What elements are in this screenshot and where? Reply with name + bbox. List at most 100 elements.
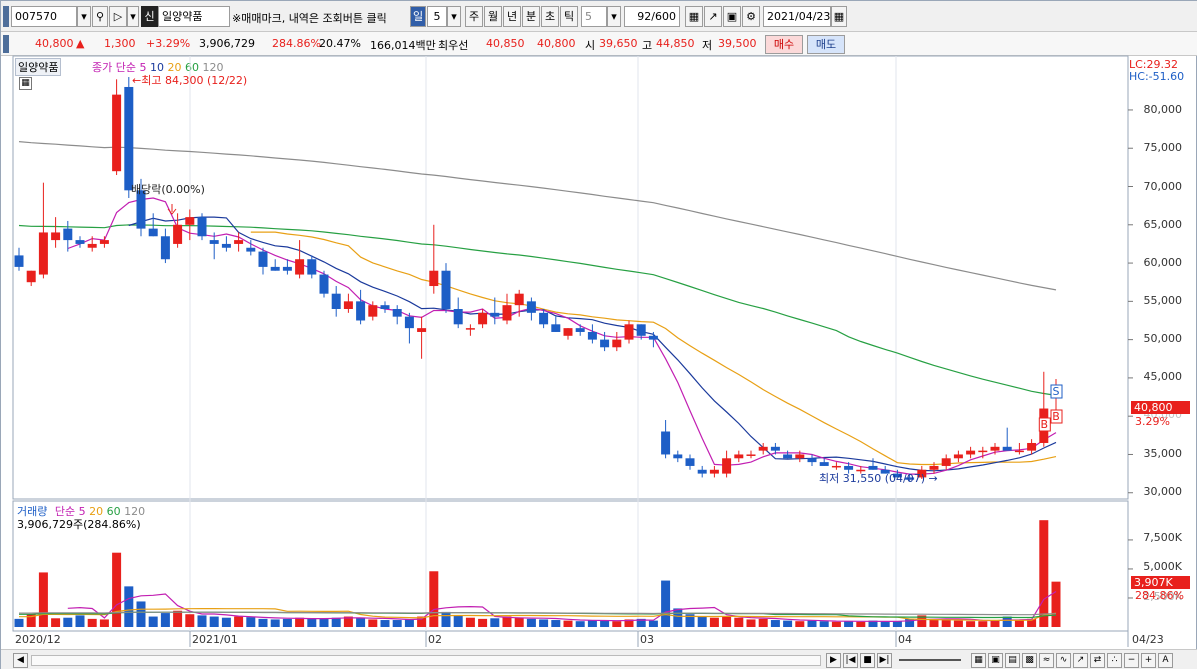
y-tick-label: 45,000: [1143, 370, 1183, 383]
best-quote-label: 최우선: [438, 39, 469, 52]
grid-table-icon[interactable]: ▦: [19, 77, 32, 90]
candle-body: [1014, 450, 1024, 453]
volume-bar: [307, 618, 317, 627]
minute-interval-input[interactable]: 5: [581, 6, 607, 27]
volume-bar: [295, 617, 305, 627]
candle-body: [258, 251, 268, 267]
data-count-field[interactable]: 92/600: [624, 6, 680, 27]
period-month-tab[interactable]: 월: [484, 6, 502, 27]
volume-bar: [722, 616, 732, 627]
period-week-tab[interactable]: 주: [465, 6, 483, 27]
candle-body: [26, 270, 36, 283]
period-day-tab[interactable]: 일: [410, 6, 426, 27]
volume-bar: [661, 580, 671, 627]
volume-pane-frame: [12, 500, 1129, 632]
jump-end-icon[interactable]: ▶|: [877, 653, 892, 668]
candle-body: [356, 301, 366, 321]
buy-signal-label: B: [1041, 418, 1049, 431]
trend-icon[interactable]: ↗: [1073, 653, 1088, 668]
stock-code-input[interactable]: 007570: [11, 6, 77, 27]
candle-body: [490, 312, 500, 317]
font-size-icon[interactable]: A: [1158, 653, 1173, 668]
best-bid: 40,800: [537, 37, 576, 50]
volume-bar: [441, 611, 451, 627]
candle-body: [563, 328, 573, 336]
gear-icon[interactable]: ⚙: [742, 6, 760, 27]
volume-bar: [783, 620, 793, 627]
date-input[interactable]: 2021/04/23: [763, 6, 831, 27]
candle-type-icon[interactable]: ▦: [685, 6, 703, 27]
print-icon[interactable]: ▤: [1005, 653, 1020, 668]
candle-body: [831, 465, 841, 468]
scroll-left-icon[interactable]: ◀: [13, 653, 28, 668]
save-icon[interactable]: ▣: [723, 6, 741, 27]
volume-bar: [246, 617, 256, 627]
search-icon[interactable]: ⚲: [92, 6, 108, 27]
buy-button[interactable]: 매수: [765, 35, 803, 54]
zoom-in-icon[interactable]: +: [1141, 653, 1156, 668]
candle-body: [795, 454, 805, 459]
period-day-count[interactable]: 5: [427, 6, 447, 27]
candle-body: [880, 469, 890, 474]
code-dropdown-button[interactable]: ▾: [77, 6, 91, 27]
volume-bar: [868, 620, 878, 627]
candle-body: [539, 312, 549, 325]
period-second-tab[interactable]: 초: [541, 6, 559, 27]
market-badge: 신: [141, 6, 158, 27]
y-tick-label: 65,000: [1143, 218, 1183, 231]
zoom-fit-icon[interactable]: ▦: [971, 653, 986, 668]
candle-body: [661, 431, 671, 455]
scroll-right-icon[interactable]: ▶: [826, 653, 841, 668]
volume-ma120-line: [19, 611, 1057, 616]
volume-bar: [453, 615, 463, 627]
sell-button[interactable]: 매도: [807, 35, 845, 54]
volume-bar: [844, 621, 854, 627]
scroll-bar[interactable]: ◀ ▶ |◀ ■ ▶| ▦ ▣ ▤ ▩ ≈ ∿ ↗ ⇄ ∴ − + A: [1, 649, 1197, 669]
volume-bar: [380, 620, 390, 627]
speaker-dropdown-button[interactable]: ▾: [127, 6, 139, 27]
indicator-icon[interactable]: ≈: [1039, 653, 1054, 668]
volume-bar: [465, 617, 475, 627]
zoom-out-icon[interactable]: −: [1124, 653, 1139, 668]
line-tool-icon[interactable]: ↗: [704, 6, 722, 27]
overlay-icon[interactable]: ∴: [1107, 653, 1122, 668]
quote-bar: 40,800 ▲ 1,300 +3.29% 3,906,729 284.86% …: [1, 32, 1197, 56]
x-axis-label: 03: [640, 633, 654, 646]
trade-mark-hint: ※매매마크, 내역은 조회버튼 클릭: [232, 12, 387, 25]
pattern-icon[interactable]: ∿: [1056, 653, 1071, 668]
volume-bar: [587, 620, 597, 627]
x-axis-label: 02: [428, 633, 442, 646]
price-y-axis: 80,000 75,000 70,000 65,000 60,000 55,00…: [1128, 56, 1196, 499]
stock-name-field[interactable]: 일양약품: [158, 6, 230, 27]
candle-body: [99, 240, 109, 244]
candle-body: [734, 454, 744, 459]
volume-bar: [770, 620, 780, 627]
volume-bar: [990, 620, 1000, 627]
candle-body: [478, 312, 488, 325]
jump-start-icon[interactable]: |◀: [843, 653, 858, 668]
candle-body: [673, 454, 683, 459]
calendar-icon[interactable]: ▦: [831, 6, 847, 27]
copy-icon[interactable]: ▣: [988, 653, 1003, 668]
ratio-icon[interactable]: ⇄: [1090, 653, 1105, 668]
candle-body: [368, 305, 378, 317]
period-year-tab[interactable]: 년: [503, 6, 521, 27]
quote-panel-handle: [3, 35, 9, 53]
candle-body: [417, 328, 427, 332]
period-minute-tab[interactable]: 분: [522, 6, 540, 27]
compare-icon[interactable]: ▩: [1022, 653, 1037, 668]
zoom-slider[interactable]: [899, 659, 961, 661]
last-volume-ratio-tag: 284.86%: [1135, 589, 1184, 602]
volume-bar: [1039, 520, 1049, 627]
speaker-icon[interactable]: ▷: [109, 6, 127, 27]
candle-body: [136, 190, 146, 229]
panel-handle[interactable]: [3, 6, 9, 27]
period-dropdown-button[interactable]: ▾: [447, 6, 461, 27]
scroll-track[interactable]: [31, 655, 821, 666]
minute-dropdown-button[interactable]: ▾: [607, 6, 621, 27]
stop-icon[interactable]: ■: [860, 653, 875, 668]
period-tick-tab[interactable]: 틱: [560, 6, 578, 27]
candle-body: [636, 324, 646, 336]
vol-tick-label: 5,000K: [1143, 560, 1182, 573]
ma20-label: 20: [167, 61, 182, 74]
